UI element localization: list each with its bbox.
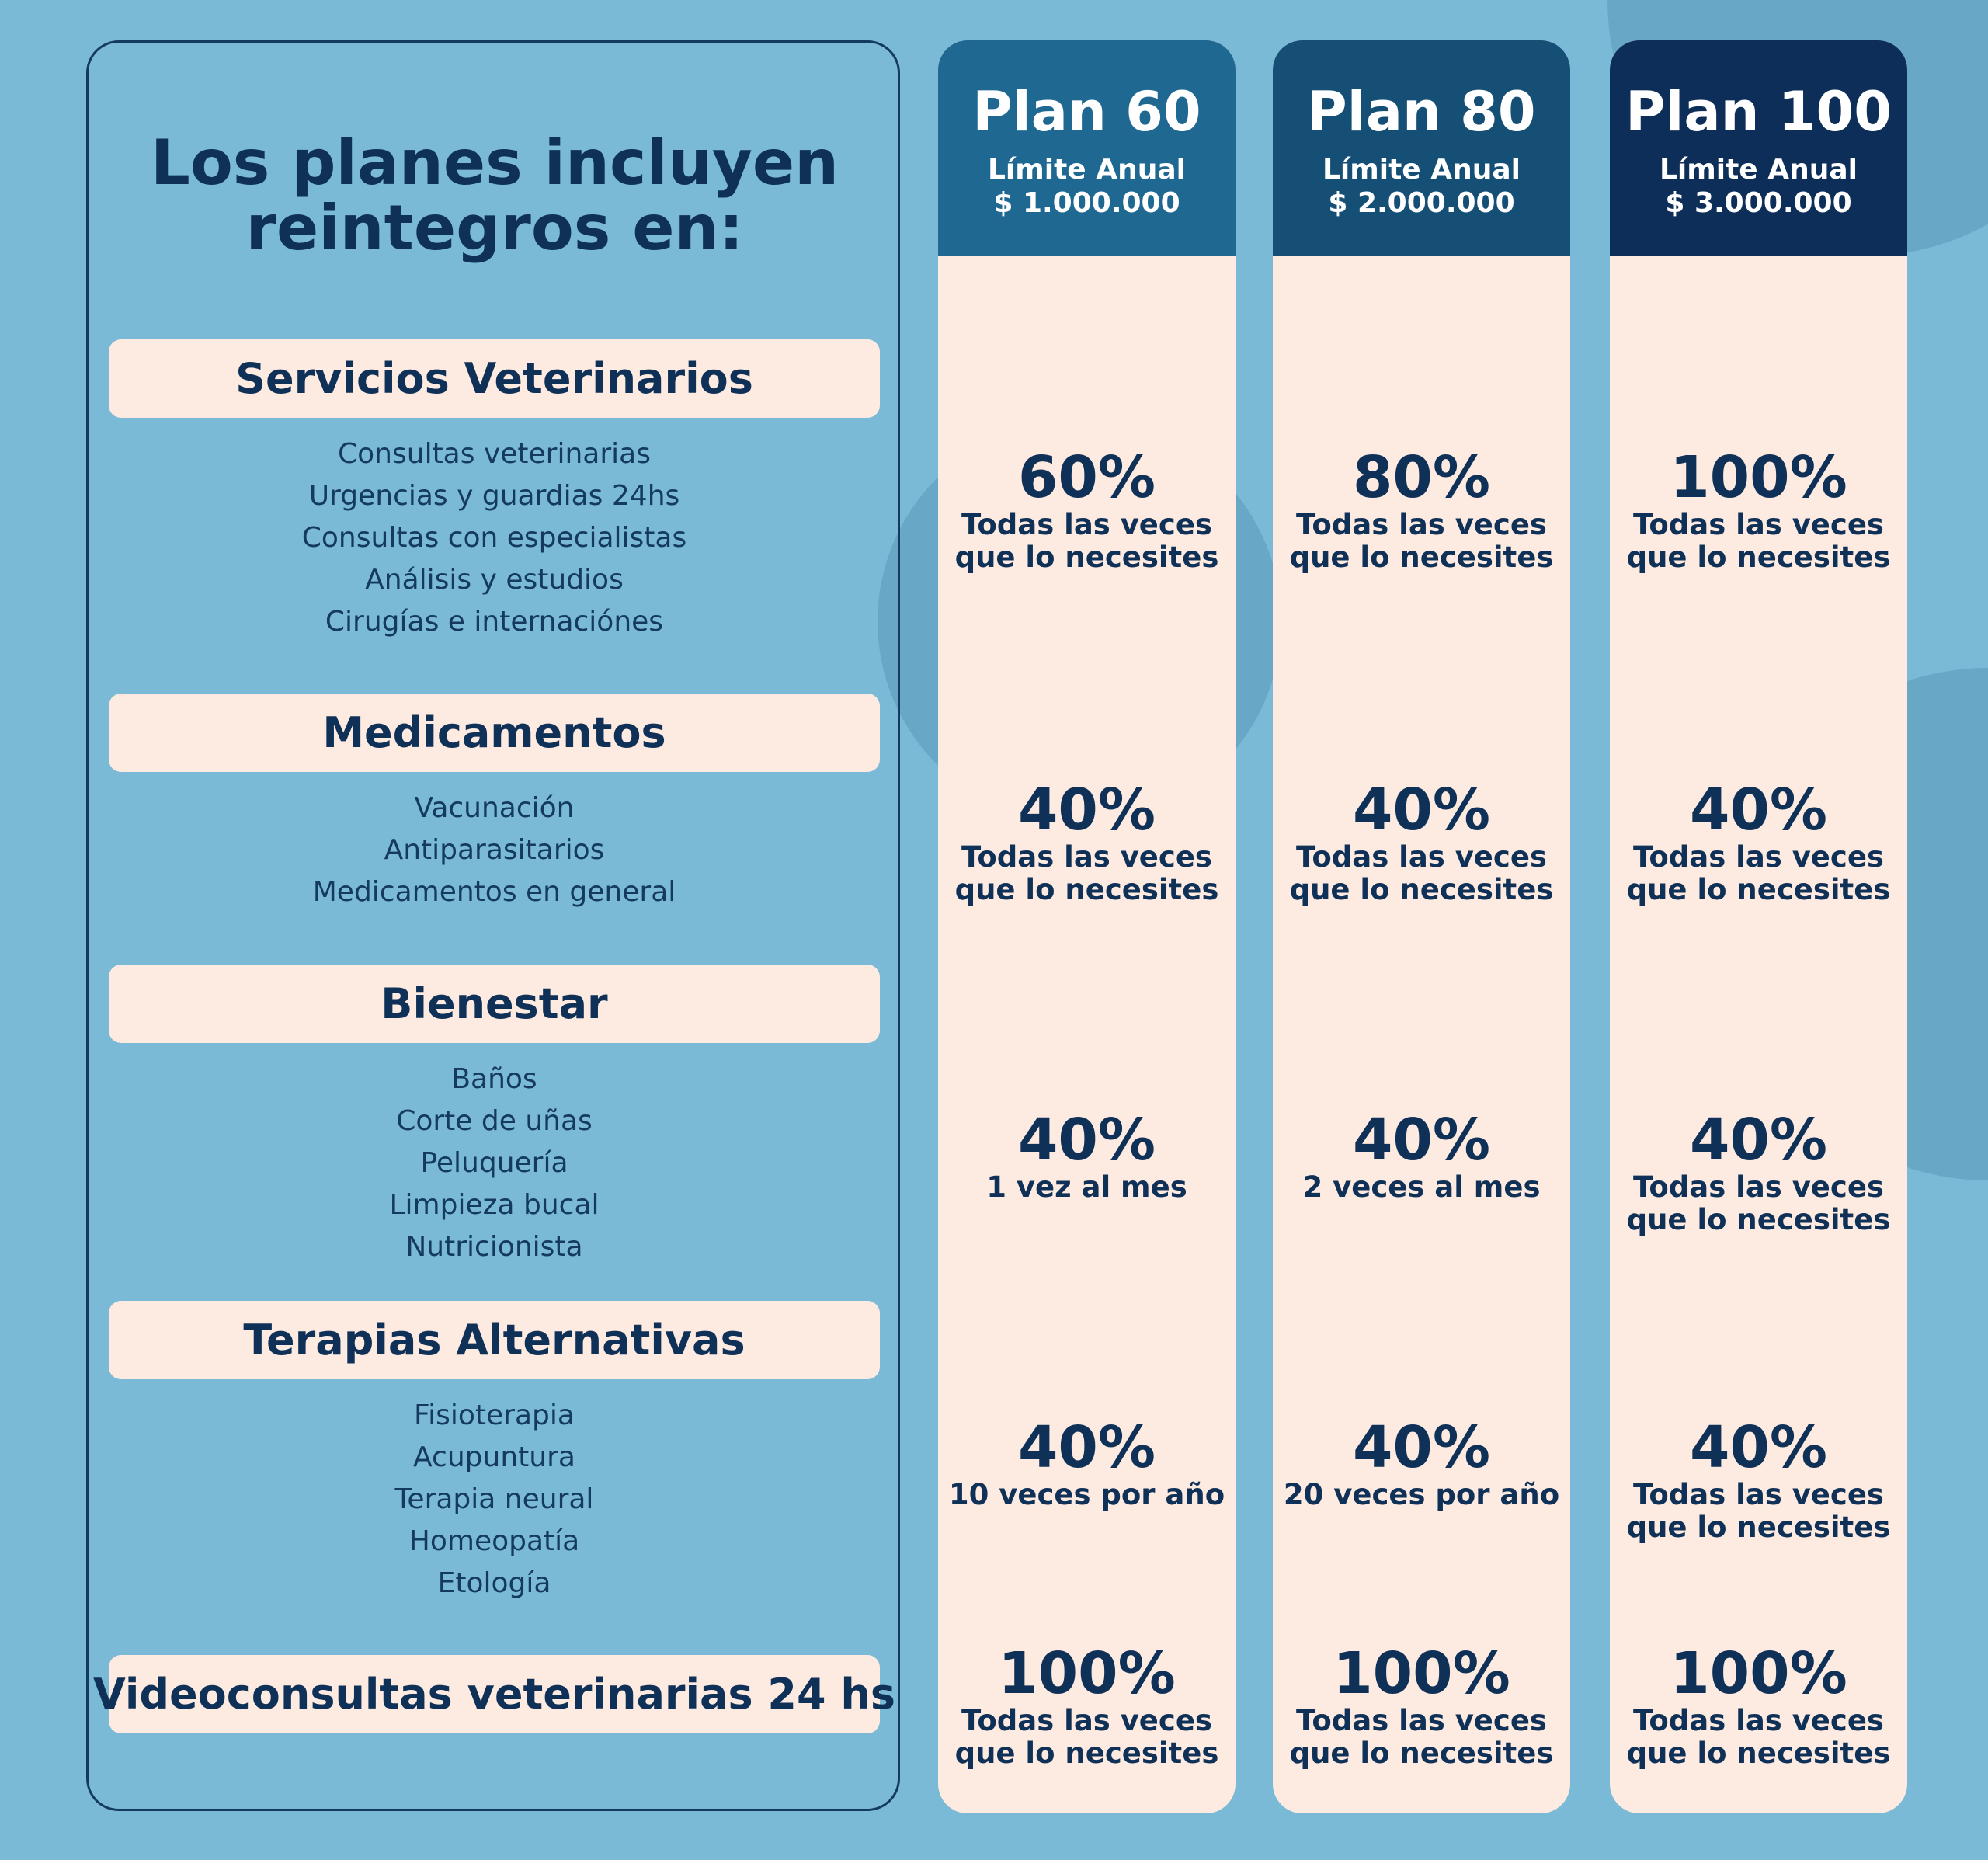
plan-name: Plan 80 <box>1307 80 1536 144</box>
categories-panel <box>86 40 900 1811</box>
category-item: Medicamentos en general <box>312 876 676 908</box>
percent: 60% <box>1017 444 1156 511</box>
category-label: Videoconsultas veterinarias 24 hs <box>93 1655 895 1733</box>
category-item: Acupuntura <box>413 1441 575 1473</box>
frequency: Todas las veces que lo necesites <box>954 508 1219 574</box>
category-item: Baños <box>451 1063 537 1095</box>
frequency: 2 veces al mes <box>1302 1170 1541 1204</box>
frequency: Todas las veces que lo necesites <box>1626 1704 1891 1770</box>
plan-limit-label: Límite Anual <box>1322 154 1521 186</box>
category-item: Consultas con especialistas <box>301 522 687 554</box>
category-item: Antiparasitarios <box>384 834 605 866</box>
frequency: Todas las veces que lo necesites <box>954 840 1219 906</box>
percent: 40% <box>1689 1414 1828 1481</box>
frequency: Todas las veces que lo necesites <box>1626 840 1891 906</box>
frequency: Todas las veces que lo necesites <box>1626 1170 1891 1236</box>
percent: 40% <box>1689 777 1828 843</box>
plan-name: Plan 100 <box>1625 80 1892 144</box>
plan-cell: 40% 1 vez al mes <box>938 1109 1236 1204</box>
percent: 80% <box>1352 444 1491 511</box>
plan-cell: 100% Todas las veces que lo necesites <box>1610 447 1907 574</box>
category-label: Bienestar <box>109 965 880 1043</box>
percent: 40% <box>1352 777 1491 843</box>
plan-name: Plan 60 <box>972 80 1201 144</box>
plan-column: Plan 100 Límite Anual $ 3.000.000 100% Todas… <box>1610 40 1907 1813</box>
plan-limit: $ 1.000.000 <box>993 187 1180 219</box>
plan-cell: 40% 10 veces por año <box>938 1417 1236 1511</box>
category-item: Homeopatía <box>408 1525 580 1557</box>
plan-cell: 40% 2 veces al mes <box>1273 1109 1570 1204</box>
title: Los planes incluyen reintegros en: <box>150 127 839 264</box>
percent: 40% <box>1017 777 1156 843</box>
category-item: Terapia neural <box>394 1483 594 1515</box>
plan-cell: 100% Todas las veces que lo necesites <box>938 1643 1236 1770</box>
plan-cell: 40% Todas las veces que lo necesites <box>1610 1109 1907 1236</box>
frequency: 20 veces por año <box>1283 1478 1560 1511</box>
plan-limit: $ 3.000.000 <box>1665 187 1852 219</box>
plan-cell: 100% Todas las veces que lo necesites <box>1610 1643 1907 1770</box>
plan-header: Plan 100 Límite Anual $ 3.000.000 <box>1610 40 1907 256</box>
category-item: Urgencias y guardias 24hs <box>308 480 680 512</box>
percent: 100% <box>998 1640 1176 1707</box>
frequency: Todas las veces que lo necesites <box>1289 1704 1554 1770</box>
plan-cell: 40% Todas las veces que lo necesites <box>1610 1417 1907 1544</box>
plan-limit: $ 2.000.000 <box>1328 187 1515 219</box>
category-item: Nutricionista <box>405 1231 583 1263</box>
plan-cell: 60% Todas las veces que lo necesites <box>938 447 1236 574</box>
plan-column: Plan 80 Límite Anual $ 2.000.000 80% Todas l… <box>1273 40 1570 1813</box>
percent: 100% <box>1670 444 1847 511</box>
plan-cell: 80% Todas las veces que lo necesites <box>1273 447 1570 574</box>
frequency: 10 veces por año <box>948 1478 1225 1511</box>
percent: 40% <box>1017 1414 1156 1481</box>
frequency: Todas las veces que lo necesites <box>1626 1478 1891 1544</box>
category-item: Fisioterapia <box>414 1399 575 1431</box>
plan-cell: 100% Todas las veces que lo necesites <box>1273 1643 1570 1770</box>
plan-column: Plan 60 Límite Anual $ 1.000.000 60% Todas l… <box>938 40 1236 1813</box>
category-item: Consultas veterinarias <box>338 438 651 470</box>
percent: 40% <box>1017 1107 1156 1173</box>
plan-header: Plan 60 Límite Anual $ 1.000.000 <box>938 40 1236 256</box>
category-item: Peluquería <box>420 1147 568 1179</box>
frequency: Todas las veces que lo necesites <box>1289 508 1554 574</box>
category-item: Corte de uñas <box>396 1105 593 1137</box>
frequency: Todas las veces que lo necesites <box>1626 508 1891 574</box>
plan-limit-label: Límite Anual <box>1659 154 1858 186</box>
percent: 40% <box>1352 1107 1491 1173</box>
category-item: Vacunación <box>414 792 575 824</box>
plan-header: Plan 80 Límite Anual $ 2.000.000 <box>1273 40 1570 256</box>
frequency: Todas las veces que lo necesites <box>1289 840 1554 906</box>
plan-cell: 40% 20 veces por año <box>1273 1417 1570 1511</box>
category-item: Cirugías e internaciónes <box>325 606 664 638</box>
percent: 100% <box>1333 1640 1510 1707</box>
plan-limit-label: Límite Anual <box>987 154 1187 186</box>
frequency: 1 vez al mes <box>986 1170 1187 1204</box>
category-item: Etología <box>437 1567 551 1599</box>
percent: 100% <box>1670 1640 1847 1707</box>
plan-cell: 40% Todas las veces que lo necesites <box>938 779 1236 906</box>
category-item: Análisis y estudios <box>365 564 624 596</box>
category-label: Medicamentos <box>109 694 880 772</box>
plan-cell: 40% Todas las veces que lo necesites <box>1273 779 1570 906</box>
frequency: Todas las veces que lo necesites <box>954 1704 1219 1770</box>
category-item: Limpieza bucal <box>389 1189 600 1221</box>
category-label: Terapias Alternativas <box>109 1301 880 1379</box>
category-label: Servicios Veterinarios <box>109 339 880 418</box>
percent: 40% <box>1689 1107 1828 1173</box>
percent: 40% <box>1352 1414 1491 1481</box>
plan-cell: 40% Todas las veces que lo necesites <box>1610 779 1907 906</box>
